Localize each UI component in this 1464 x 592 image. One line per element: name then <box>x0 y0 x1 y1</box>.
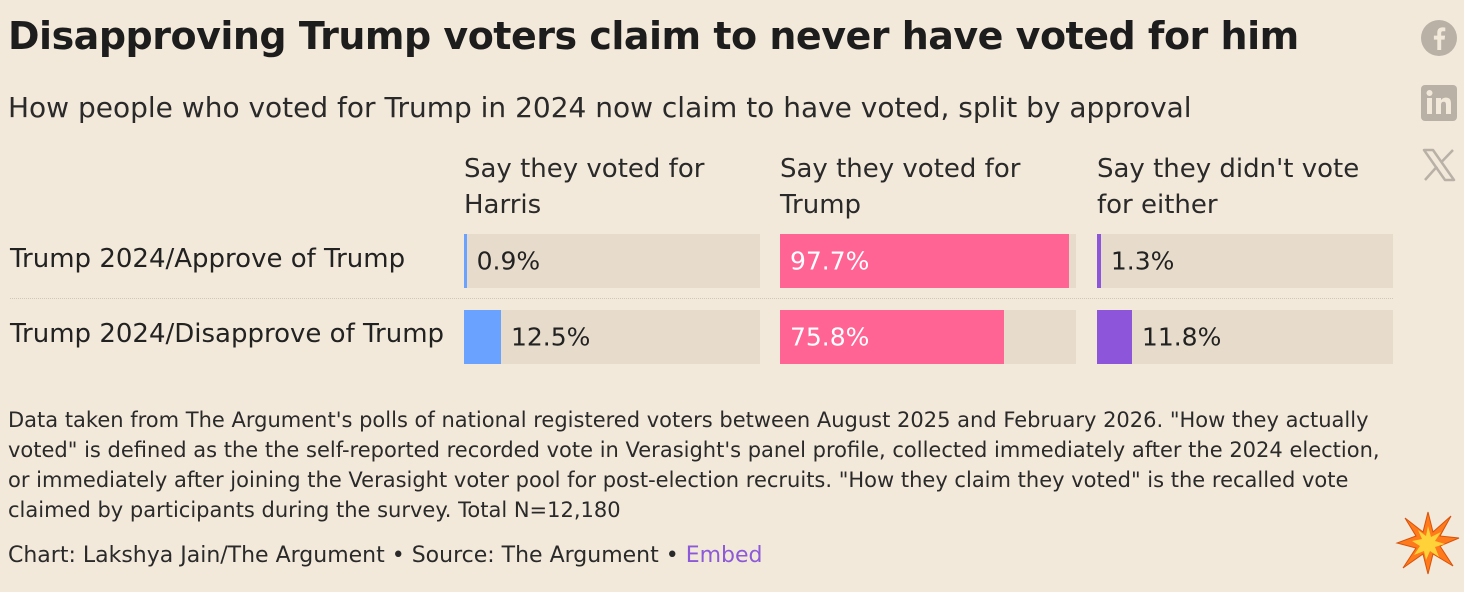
bar-label-disapprove-trump: 75.8% <box>790 322 870 352</box>
bar-disapprove-harris <box>464 310 501 364</box>
footnote: Data taken from The Argument's polls of … <box>8 408 1380 522</box>
bar-disapprove-trump <box>780 310 1005 364</box>
bar-approve-trump <box>780 234 1070 288</box>
row-label-approve: Trump 2024/Approve of Trump <box>10 244 406 274</box>
bar-track-disapprove-harris: 12.5% <box>464 310 760 364</box>
credit-line: Chart: Lakshya Jain/The Argument • Sourc… <box>8 543 763 568</box>
row-divider <box>10 298 1393 299</box>
bar-label-disapprove-harris: 12.5% <box>511 322 591 352</box>
column-header-neither: Say they didn't vote for either <box>1097 154 1360 220</box>
column-header-harris: Say they voted for Harris <box>464 154 705 220</box>
bar-track-disapprove-trump: 75.8% <box>780 310 1076 364</box>
chart-subtitle: How people who voted for Trump in 2024 n… <box>8 91 1192 124</box>
starburst-icon[interactable] <box>1395 510 1461 576</box>
linkedin-icon[interactable] <box>1420 84 1458 122</box>
facebook-icon[interactable] <box>1420 19 1458 57</box>
bar-approve-harris <box>464 234 467 288</box>
bar-track-approve-trump: 97.7% <box>780 234 1076 288</box>
bar-track-approve-harris: 0.9% <box>464 234 760 288</box>
bar-label-approve-harris: 0.9% <box>476 246 541 276</box>
credit-text: Chart: Lakshya Jain/The Argument • Sourc… <box>8 543 686 568</box>
bar-label-approve-neither: 1.3% <box>1110 246 1175 276</box>
row-label-disapprove: Trump 2024/Disapprove of Trump <box>10 319 445 349</box>
embed-link[interactable]: Embed <box>685 543 763 568</box>
column-header-trump: Say they voted for Trump <box>780 154 1021 220</box>
chart-title: Disapproving Trump voters claim to never… <box>8 14 1299 58</box>
bar-approve-neither <box>1097 234 1101 288</box>
bar-disapprove-neither <box>1097 310 1132 364</box>
bar-track-approve-neither: 1.3% <box>1097 234 1393 288</box>
bar-label-disapprove-neither: 11.8% <box>1141 322 1222 352</box>
bar-track-disapprove-neither: 11.8% <box>1097 310 1393 364</box>
x-icon[interactable] <box>1420 146 1458 184</box>
bar-label-approve-trump: 97.7% <box>790 246 870 276</box>
